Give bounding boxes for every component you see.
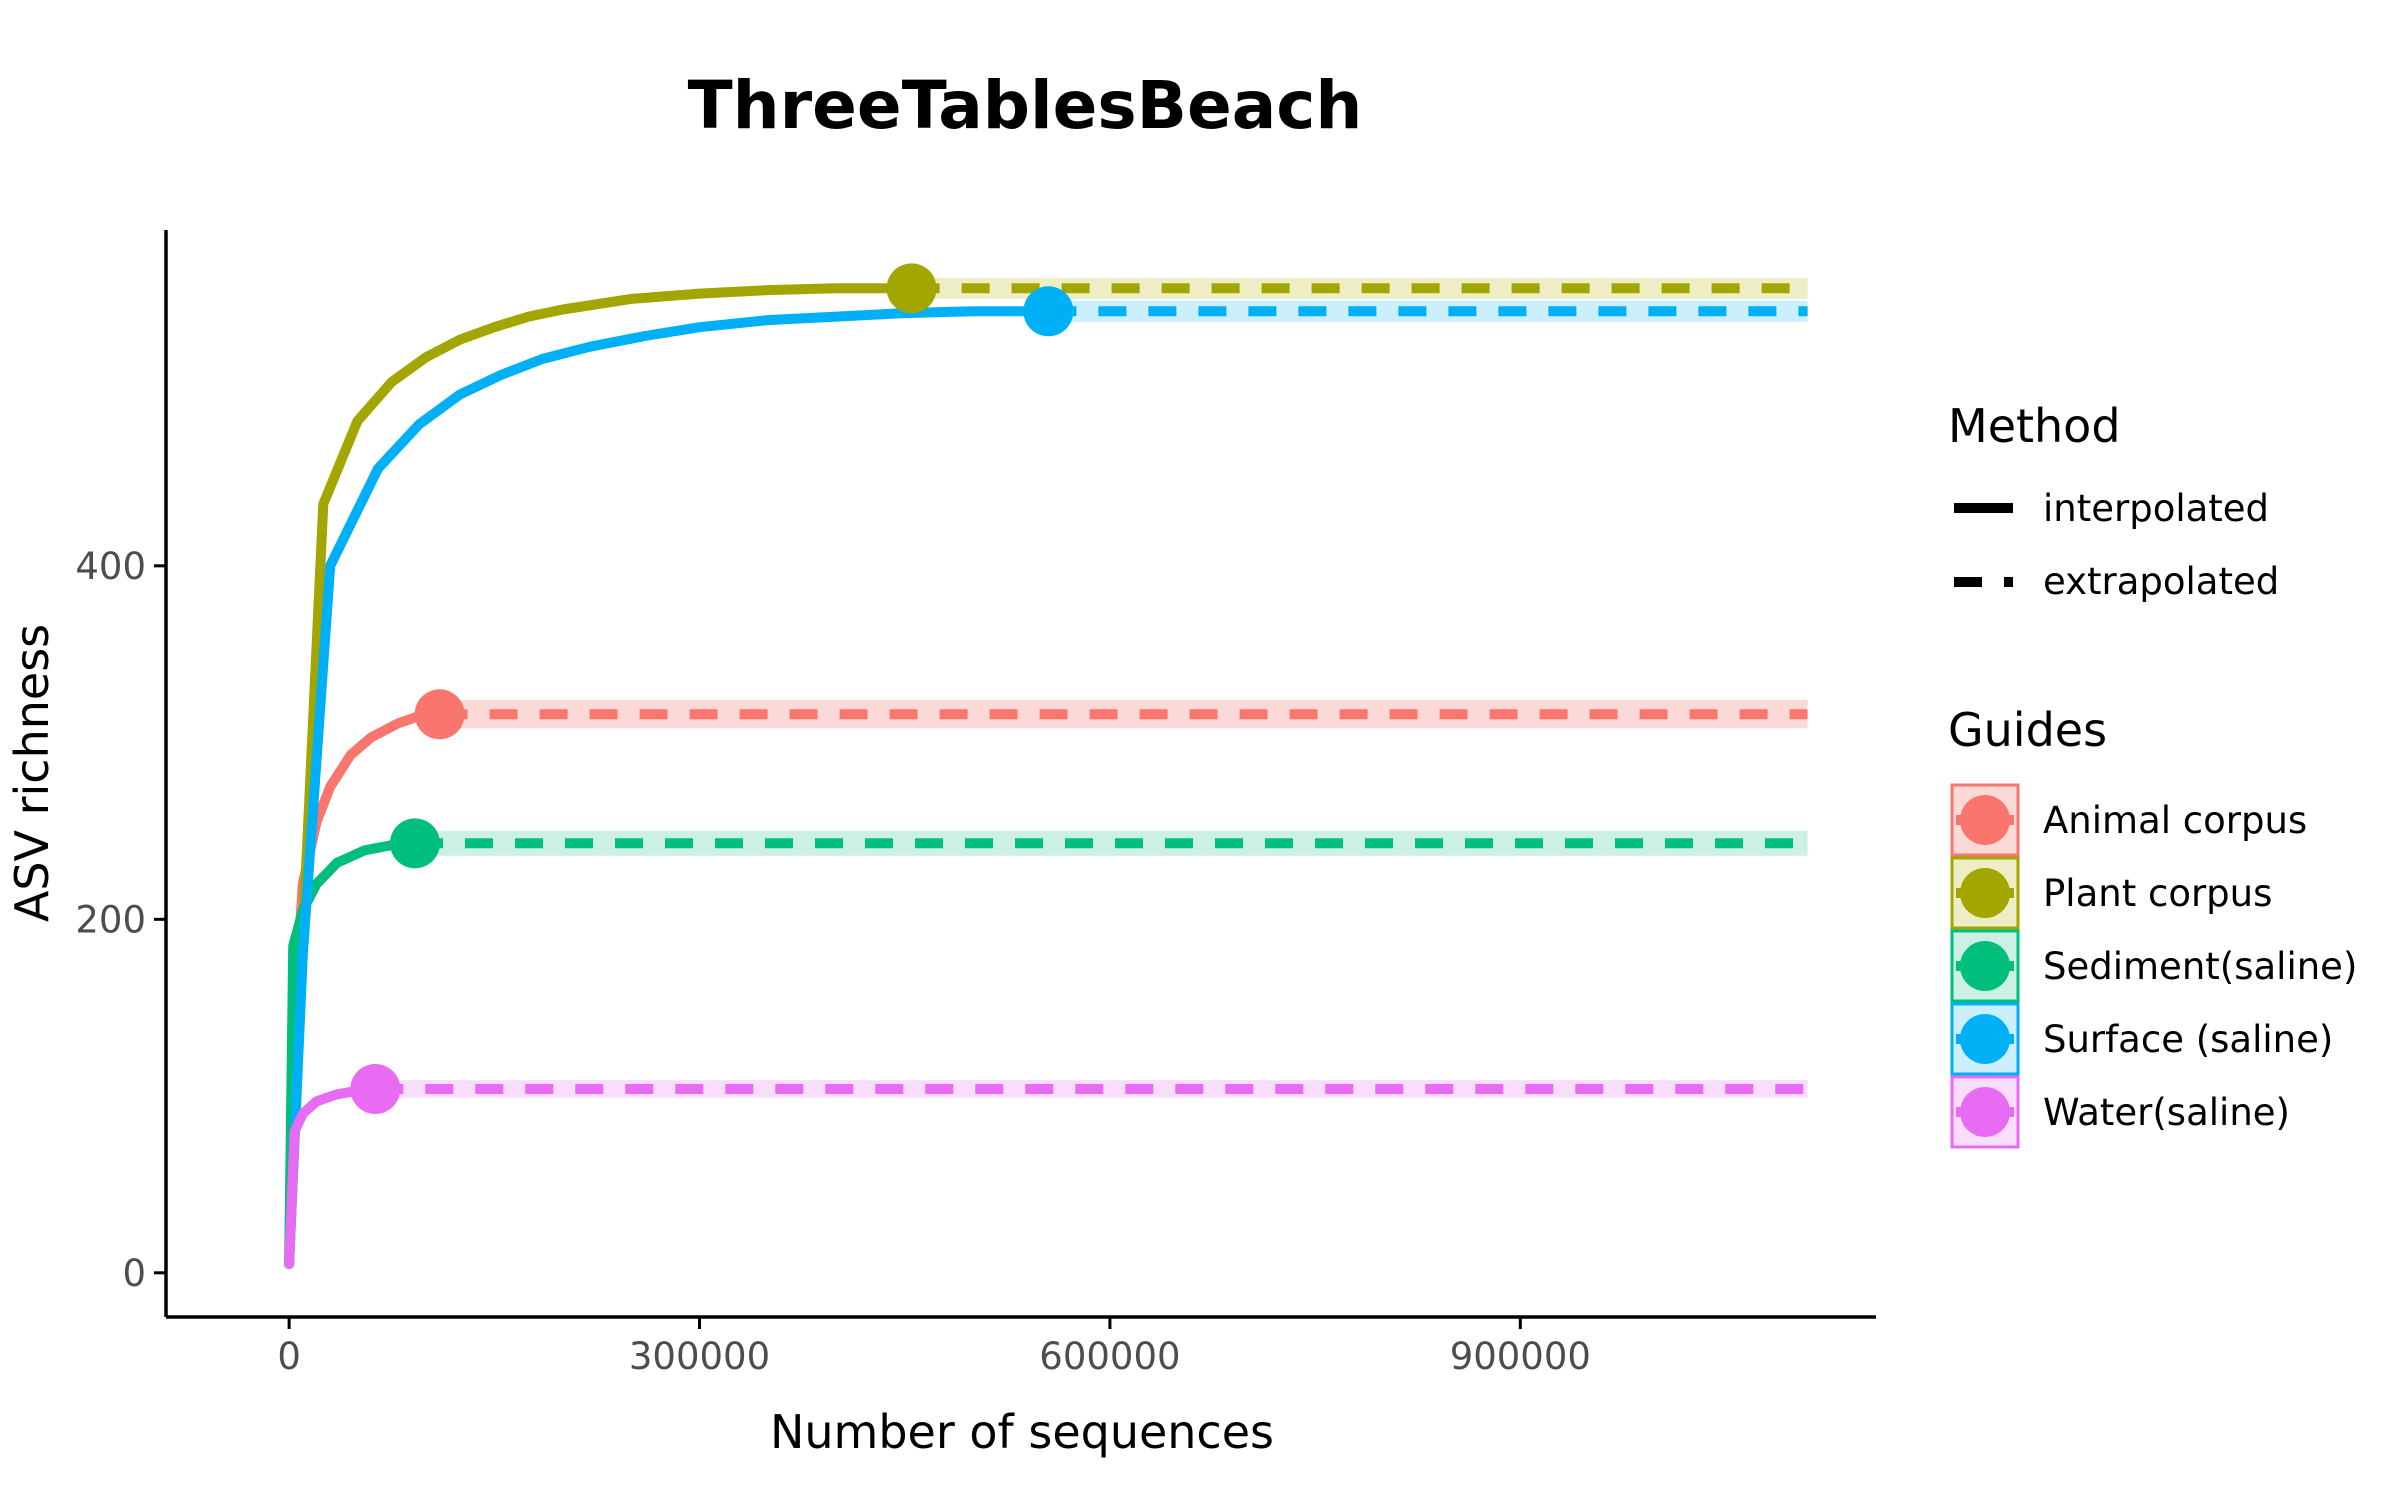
observed-point-plant-corpus (886, 263, 937, 314)
legend-key-point-sediment-saline (1960, 941, 2010, 991)
x-tick-label: 900000 (1450, 1335, 1591, 1378)
y-axis-label: ASV richness (5, 624, 59, 922)
legend-label-plant-corpus: Plant corpus (2043, 872, 2272, 915)
ci-band-plant-corpus (911, 277, 1808, 299)
x-tick-label: 600000 (1039, 1335, 1180, 1378)
legend-method-interpolated: interpolated (2043, 487, 2269, 530)
y-tick-label: 0 (122, 1252, 146, 1295)
legend-guides-entries: Animal corpus Plant corpus Sediment(saline… (1950, 783, 2357, 1149)
legend-method-title: Method (1948, 399, 2121, 453)
interpolated-line-water-saline (284, 1084, 381, 1269)
observed-point-sediment-saline (389, 818, 440, 869)
legend: Method interpolated extrapolated Guides … (1948, 399, 2357, 1149)
x-tick-label: 0 (277, 1335, 301, 1378)
interpolated-line-sediment-saline (284, 838, 420, 1269)
chart-title: ThreeTablesBeach (688, 67, 1363, 144)
y-axis-ticks: 0 200 400 (75, 545, 166, 1295)
legend-method-extrapolated: extrapolated (2043, 560, 2279, 603)
legend-key-point-water-saline (1960, 1087, 2010, 1137)
legend-key-point-surface-saline (1960, 1014, 2010, 1064)
y-tick-label: 400 (75, 545, 146, 588)
legend-guides-title: Guides (1948, 703, 2107, 757)
observed-point-surface-saline (1023, 286, 1074, 337)
y-tick-label: 200 (75, 898, 146, 941)
ci-band-sediment-saline (415, 830, 1808, 856)
ci-band-animal-corpus (439, 700, 1808, 729)
interpolated-line-surface-saline (284, 306, 1054, 1269)
x-axis-label: Number of sequences (770, 1405, 1274, 1459)
x-axis-ticks: 0 300000 600000 900000 (277, 1317, 1591, 1378)
observed-point-animal-corpus (414, 689, 465, 740)
x-tick-label: 300000 (629, 1335, 770, 1378)
legend-label-water-saline: Water(saline) (2043, 1091, 2290, 1134)
ci-band-surface-saline (1048, 300, 1808, 322)
legend-key-point-animal-corpus (1960, 795, 2010, 845)
legend-key-point-plant-corpus (1960, 868, 2010, 918)
observed-point-water-saline (350, 1063, 401, 1114)
plot-area (284, 263, 1808, 1269)
legend-label-animal-corpus: Animal corpus (2043, 799, 2307, 842)
legend-label-sediment-saline: Sediment(saline) (2043, 945, 2357, 988)
interpolated-line-plant-corpus (284, 283, 917, 1269)
legend-label-surface-saline: Surface (saline) (2043, 1018, 2333, 1061)
